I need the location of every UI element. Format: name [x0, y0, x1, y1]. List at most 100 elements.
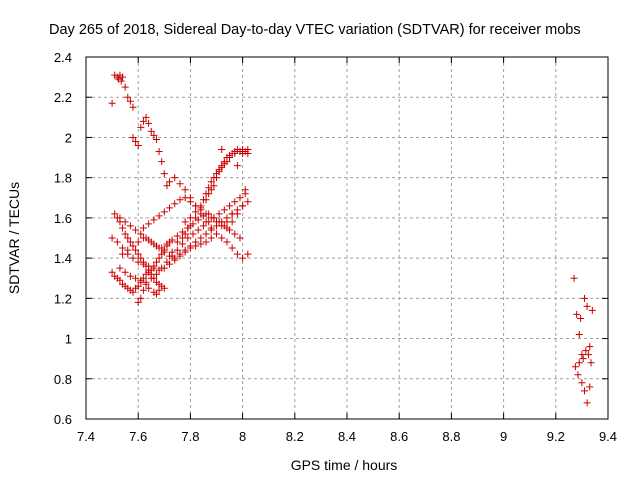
data-point — [215, 210, 223, 218]
y-tick-labels: 0.6 0.8 1 1.2 1.4 1.6 1.8 2 2.2 2.4 — [54, 50, 72, 427]
data-point — [231, 198, 239, 206]
data-point — [158, 158, 166, 166]
data-point — [213, 222, 220, 230]
data-point — [139, 260, 147, 268]
data-point — [197, 240, 205, 248]
data-point — [116, 264, 124, 272]
y-tick-label: 1.6 — [54, 211, 72, 226]
data-point — [233, 250, 241, 258]
data-point — [126, 238, 134, 246]
data-point — [173, 238, 181, 246]
data-point — [582, 347, 590, 355]
data-point — [134, 298, 142, 306]
data-point — [210, 182, 218, 190]
y-tick-label: 1 — [65, 332, 72, 347]
data-point — [132, 274, 140, 282]
data-point — [121, 218, 129, 226]
x-tick-label: 9.2 — [547, 429, 565, 444]
data-point — [119, 224, 127, 232]
x-tick-label: 9 — [500, 429, 507, 444]
data-point — [220, 158, 228, 166]
data-point — [129, 242, 137, 250]
data-point — [171, 254, 179, 262]
x-tick-label: 8.6 — [390, 429, 408, 444]
data-point — [205, 218, 213, 226]
data-point — [584, 351, 592, 359]
data-point — [163, 240, 171, 248]
data-point — [192, 202, 200, 210]
data-point — [137, 230, 145, 238]
data-point — [152, 270, 160, 278]
data-point — [181, 246, 189, 254]
data-point — [581, 294, 589, 302]
data-point — [199, 212, 207, 220]
data-point — [111, 210, 119, 218]
data-point — [194, 226, 202, 234]
data-point — [207, 226, 215, 234]
data-point — [583, 399, 591, 407]
data-point — [202, 190, 210, 198]
data-point — [163, 258, 171, 266]
data-point — [586, 383, 594, 391]
data-point — [181, 218, 189, 226]
data-point — [129, 133, 137, 141]
data-point — [150, 264, 158, 272]
data-point — [226, 154, 234, 162]
data-point — [210, 174, 218, 182]
data-point — [207, 234, 215, 242]
data-point — [184, 234, 192, 242]
data-point — [583, 302, 591, 310]
data-point — [213, 170, 220, 178]
data-point — [166, 204, 174, 212]
data-point — [113, 238, 121, 246]
data-point — [145, 236, 153, 244]
data-point — [241, 186, 249, 194]
data-point — [226, 202, 234, 210]
data-point — [160, 208, 168, 216]
data-point — [129, 288, 137, 296]
data-point — [129, 254, 137, 262]
data-point — [586, 343, 594, 351]
data-point — [134, 282, 142, 290]
data-point — [121, 83, 129, 91]
data-point — [197, 234, 205, 242]
data-point — [588, 306, 596, 314]
data-point — [186, 214, 194, 222]
data-point — [158, 264, 166, 272]
data-point — [570, 274, 578, 282]
data-point — [244, 250, 252, 258]
data-point — [176, 196, 184, 204]
data-point — [142, 278, 150, 286]
x-tick-label: 8.4 — [338, 429, 356, 444]
data-point — [126, 222, 134, 230]
data-point — [166, 252, 174, 260]
data-point — [578, 351, 586, 359]
data-point — [199, 196, 207, 204]
y-tick-label: 1.2 — [54, 291, 72, 306]
data-point — [150, 131, 158, 139]
x-tick-label: 7.8 — [181, 429, 199, 444]
plot-border — [85, 56, 609, 420]
data-point — [145, 262, 153, 270]
y-tick-label: 2 — [65, 130, 72, 145]
data-point — [171, 200, 179, 208]
data-point — [189, 220, 197, 228]
data-point — [117, 77, 125, 85]
data-point — [220, 206, 228, 214]
data-point — [189, 230, 197, 238]
data-point — [231, 230, 239, 238]
data-point — [129, 103, 137, 111]
data-point — [220, 222, 228, 230]
data-point — [228, 210, 236, 218]
data-point — [179, 228, 187, 236]
data-point — [139, 224, 147, 232]
data-point — [155, 212, 163, 220]
x-tick-labels: 7.4 7.6 7.8 8 8.2 8.4 8.6 8.8 9 9.2 9.4 — [77, 429, 617, 444]
data-point — [236, 194, 244, 202]
data-point — [150, 216, 158, 224]
data-point — [205, 210, 213, 218]
data-point — [108, 268, 116, 276]
data-point — [179, 240, 187, 248]
data-point — [207, 178, 215, 186]
data-point — [160, 248, 168, 256]
